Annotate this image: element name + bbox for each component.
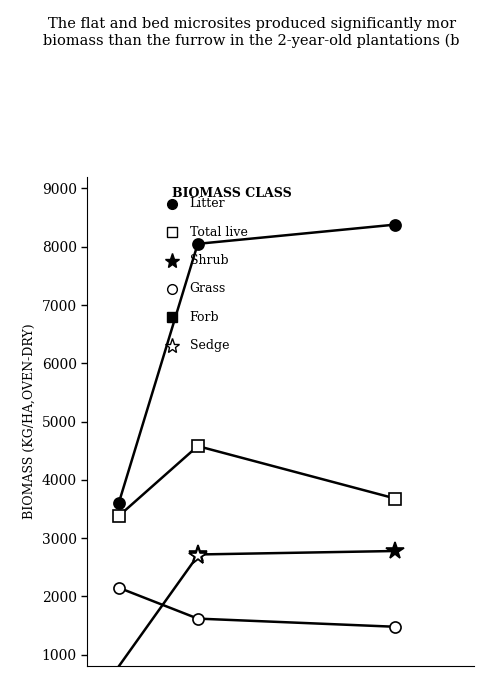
Text: BIOMASS CLASS: BIOMASS CLASS bbox=[172, 186, 292, 200]
Text: Litter: Litter bbox=[190, 197, 226, 210]
Text: Shrub: Shrub bbox=[190, 254, 228, 267]
Text: Grass: Grass bbox=[190, 282, 226, 295]
Text: The flat and bed microsites produced significantly mor
biomass than the furrow i: The flat and bed microsites produced sig… bbox=[44, 17, 460, 48]
Text: Sedge: Sedge bbox=[190, 339, 229, 352]
Text: Forb: Forb bbox=[190, 311, 219, 324]
Text: Total live: Total live bbox=[190, 226, 248, 239]
Y-axis label: BIOMASS (KG/HA,OVEN-DRY): BIOMASS (KG/HA,OVEN-DRY) bbox=[23, 324, 36, 520]
